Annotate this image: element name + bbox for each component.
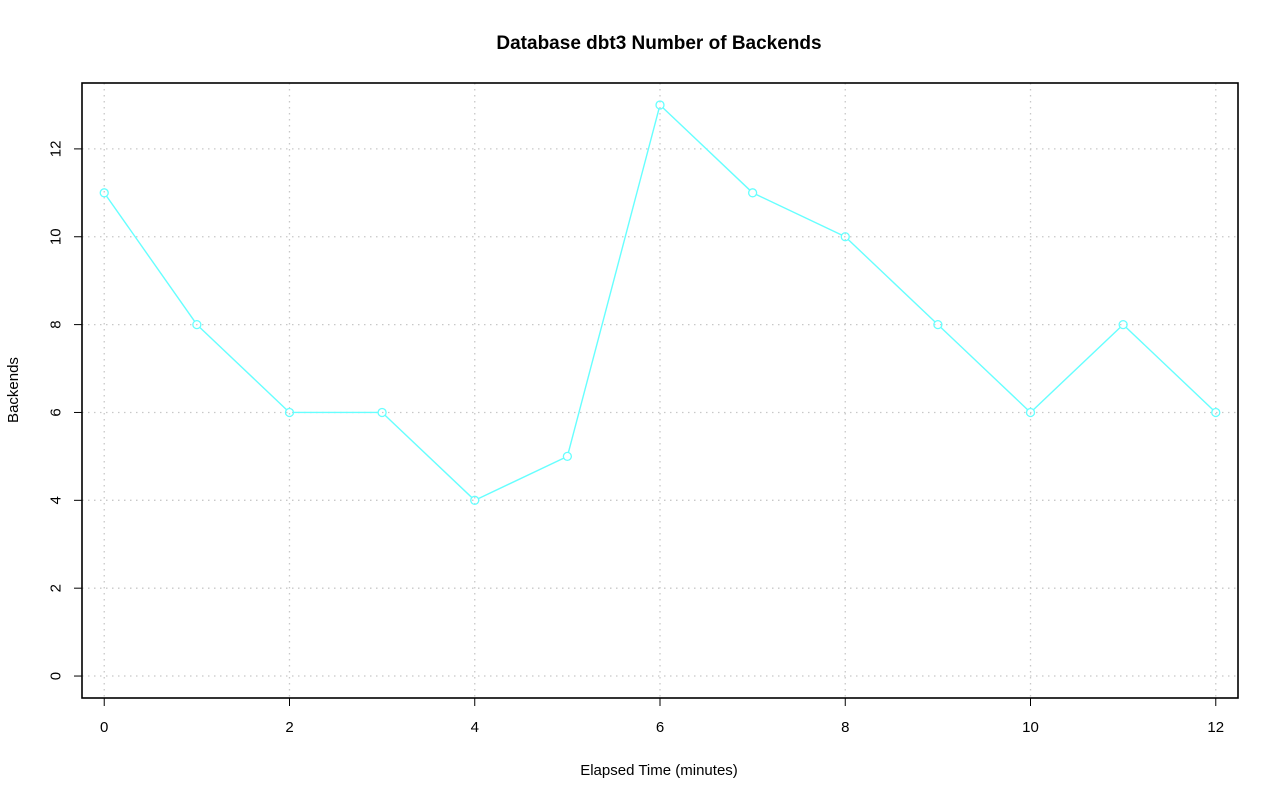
y-tick-label: 4 <box>48 496 65 504</box>
series-line-segment <box>199 326 288 411</box>
y-tick-label: 10 <box>48 228 65 245</box>
series-line-segment <box>1032 326 1121 411</box>
y-tick-label: 12 <box>48 141 65 158</box>
x-tick-label: 2 <box>285 719 293 736</box>
y-tick-label: 0 <box>48 672 65 680</box>
x-tick-label: 4 <box>471 719 479 736</box>
data-point <box>1025 407 1036 418</box>
data-point <box>377 407 387 418</box>
data-point <box>192 319 202 330</box>
data-point <box>933 319 943 330</box>
x-tick-label: 10 <box>1022 719 1039 736</box>
series-0 <box>99 100 1221 505</box>
series-line-segment <box>662 107 751 191</box>
x-axis-label: Elapsed Time (minutes) <box>580 762 738 779</box>
data-point <box>1118 319 1128 330</box>
data-point <box>284 407 295 418</box>
data-point <box>747 188 758 198</box>
x-tick-label: 6 <box>656 719 664 736</box>
x-tick-label: 12 <box>1207 719 1224 736</box>
data-point <box>99 188 109 198</box>
series-line-segment <box>567 108 660 453</box>
chart-title: Database dbt3 Number of Backends <box>496 33 821 54</box>
y-tick-label: 6 <box>48 408 65 416</box>
data-point <box>470 495 480 505</box>
y-tick-label: 8 <box>48 320 65 328</box>
x-tick-label: 0 <box>100 719 108 736</box>
axes: 0 2 4 6 8 10 12 0 2 4 6 8 10 12 <box>48 141 1225 736</box>
y-axis-label: Backends <box>5 357 22 423</box>
series-layer <box>99 100 1221 505</box>
plot-frame <box>81 82 1239 699</box>
series-line-segment <box>478 457 565 500</box>
series-line-segment <box>384 414 473 499</box>
series-line-segment <box>105 195 196 322</box>
x-tick-label: 8 <box>841 719 849 736</box>
series-line-segment <box>755 193 842 236</box>
series-line-segment <box>847 238 936 323</box>
data-point <box>840 232 850 242</box>
data-point <box>655 100 665 110</box>
series-line-segment <box>1125 326 1214 411</box>
y-tick-label: 2 <box>48 584 65 592</box>
data-point <box>562 451 573 462</box>
data-point <box>1211 407 1221 418</box>
series-line-segment <box>940 326 1029 411</box>
grid-lines <box>82 83 1238 698</box>
